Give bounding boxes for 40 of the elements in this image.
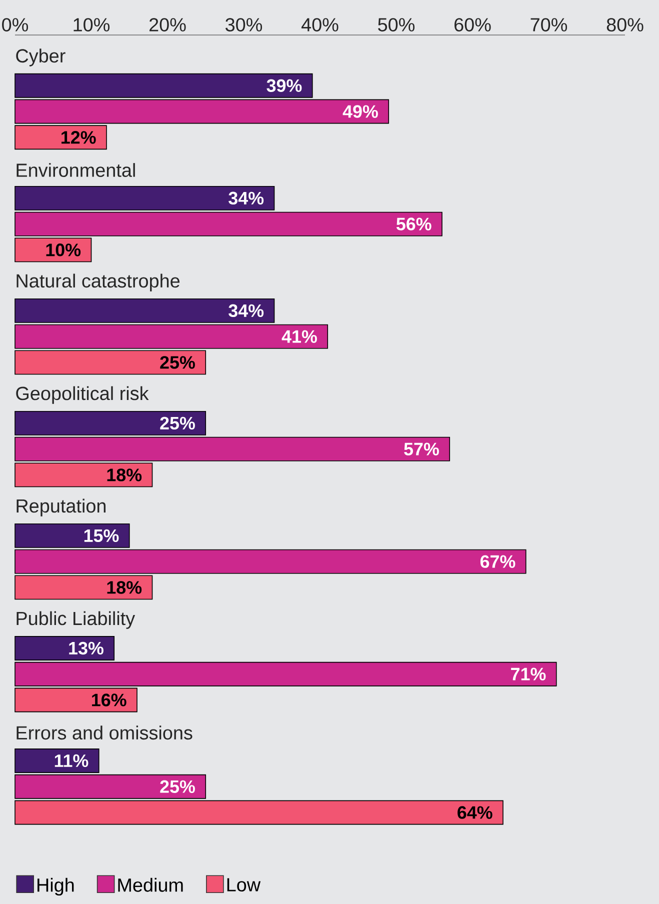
y-tick-label: Errors and omissions — [16, 726, 192, 740]
data-label: 39% — [266, 79, 302, 92]
data-label: 15% — [84, 529, 119, 542]
y-tick-label: Reputation — [16, 498, 106, 516]
x-tick-label: 10% — [74, 18, 110, 32]
x-tick-label: 40% — [301, 18, 338, 32]
data-label: 18% — [107, 468, 142, 482]
data-label: 64% — [458, 806, 492, 819]
data-label: 25% — [160, 356, 195, 369]
data-label: 25% — [160, 416, 195, 430]
y-tick-label: Natural catastrophe — [16, 274, 180, 292]
x-tick-label: 50% — [378, 18, 415, 32]
x-tick-label: 60% — [454, 18, 491, 32]
legend-label: Medium — [118, 878, 183, 892]
y-tick-label: Cyber — [16, 48, 66, 66]
x-tick-label: 0% — [2, 18, 28, 32]
legend-label: Low — [227, 878, 261, 892]
x-tick-label: 30% — [226, 18, 262, 32]
legend-label: High — [38, 878, 74, 896]
data-label: 13% — [69, 642, 104, 655]
x-tick-label: 80% — [606, 18, 644, 32]
data-label: 71% — [511, 668, 546, 680]
x-tick-label: 70% — [530, 18, 568, 32]
data-label: 12% — [62, 131, 96, 144]
y-tick-label: Environmental — [16, 163, 135, 177]
data-label: 16% — [92, 694, 126, 706]
data-label: 34% — [228, 304, 264, 318]
data-label: 10% — [46, 244, 81, 256]
data-label: 11% — [54, 754, 88, 768]
data-label: 34% — [228, 192, 264, 205]
data-label: 67% — [480, 555, 516, 568]
data-label: 57% — [404, 442, 439, 456]
data-label: 25% — [160, 780, 195, 793]
y-tick-label: Geopolitical risk — [16, 386, 149, 404]
data-label: 41% — [282, 330, 317, 343]
y-tick-label: Public Liability — [16, 611, 136, 629]
data-label: 49% — [342, 105, 378, 118]
data-label: 56% — [396, 218, 432, 230]
x-tick-label: 20% — [150, 18, 186, 32]
data-label: 18% — [107, 581, 142, 594]
